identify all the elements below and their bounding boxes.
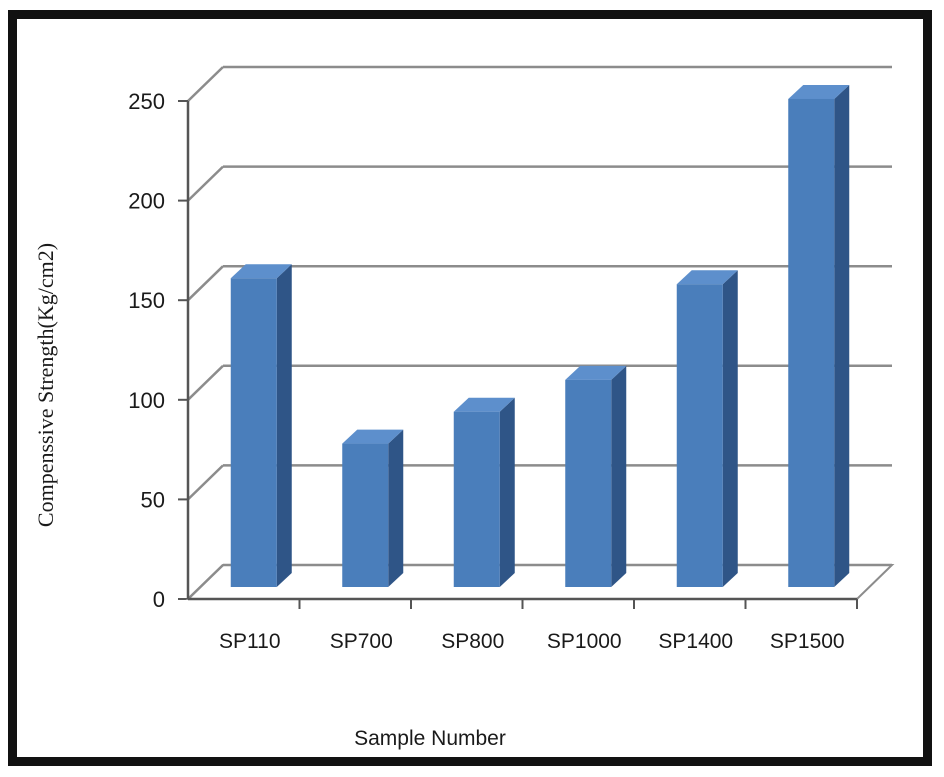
bar-front xyxy=(676,284,723,587)
bar-sp700 xyxy=(342,429,404,587)
bar-top xyxy=(453,397,515,412)
bar-top xyxy=(565,365,627,380)
gridline-wall xyxy=(187,464,224,501)
y-tick-label: 50 xyxy=(141,487,165,512)
y-tick-labels: 0 50 100 150 200 250 xyxy=(128,89,165,612)
bar-front xyxy=(230,278,277,587)
bar-top xyxy=(230,264,292,279)
y-tick-label: 0 xyxy=(153,587,165,612)
gridline-wall xyxy=(187,265,224,302)
x-tick-label: SP1500 xyxy=(770,630,845,653)
bars xyxy=(230,84,850,588)
x-tick-labels: SP110 SP700 SP800 SP1000 SP1400 SP1500 xyxy=(219,630,845,653)
x-axis-label: Sample Number xyxy=(354,727,506,750)
bar-side xyxy=(276,264,292,587)
bar-side xyxy=(611,365,627,587)
bar-top xyxy=(342,429,404,444)
bar-side xyxy=(388,429,404,587)
y-tick-label: 100 xyxy=(128,388,165,413)
chart-frame xyxy=(8,10,932,766)
bar-sp1500 xyxy=(788,84,850,588)
bar-sp1400 xyxy=(676,270,738,587)
bar-sp110 xyxy=(230,264,292,587)
x-tick-label: SP1400 xyxy=(658,630,733,653)
axes xyxy=(178,100,895,609)
gridline-wall xyxy=(187,165,224,202)
bar-sp1000 xyxy=(565,365,627,587)
y-tick-label: 150 xyxy=(128,288,165,313)
x-tick-label: SP800 xyxy=(441,630,504,653)
gridlines xyxy=(187,65,892,600)
bar-side xyxy=(834,84,850,588)
bar-front xyxy=(342,443,389,587)
bar-front xyxy=(788,98,835,588)
bar-top xyxy=(676,270,738,285)
gridline-wall xyxy=(187,364,224,401)
bar-side xyxy=(499,397,515,587)
y-axis-label: Compenssive Strength(Kg/cm2) xyxy=(33,243,58,527)
bar-top xyxy=(788,84,850,99)
x-tick-label: SP1000 xyxy=(547,630,622,653)
bar-sp800 xyxy=(453,397,515,587)
bar-front xyxy=(565,379,612,587)
x-tick-label: SP110 xyxy=(219,630,281,653)
x-tick-label: SP700 xyxy=(330,630,393,653)
floor xyxy=(185,564,895,600)
y-tick-label: 200 xyxy=(128,189,165,214)
y-tick-label: 250 xyxy=(128,89,165,114)
bar-side xyxy=(722,270,738,587)
bar-front xyxy=(453,411,500,587)
gridline-wall xyxy=(187,66,224,102)
